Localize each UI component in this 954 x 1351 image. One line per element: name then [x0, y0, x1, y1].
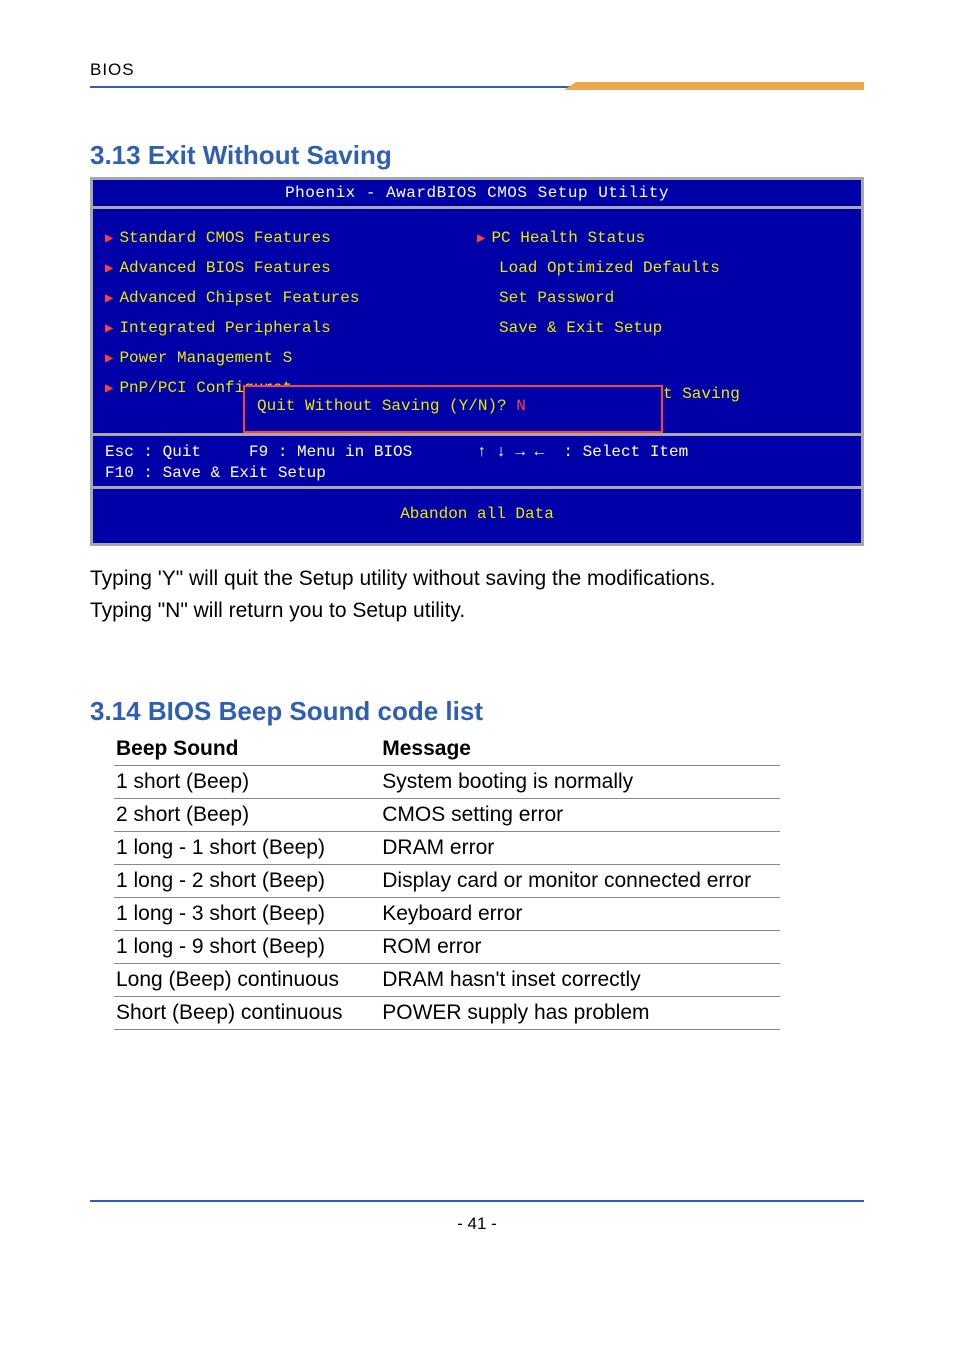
bios-main-menu: ▶ Standard CMOS Features ▶ Advanced BIOS F… [93, 206, 861, 433]
cell-msg: CMOS setting error [380, 799, 779, 832]
dialog-answer[interactable]: N [516, 397, 526, 415]
table-row: Short (Beep) continuousPOWER supply has … [114, 997, 780, 1030]
table-row: 1 long - 1 short (Beep)DRAM error [114, 832, 780, 865]
bios-item-set-password[interactable]: Set Password [477, 289, 849, 307]
cell-msg: Keyboard error [380, 898, 779, 931]
cell-sound: 1 long - 3 short (Beep) [114, 898, 380, 931]
bios-item-int-periph[interactable]: ▶ Integrated Peripherals [105, 319, 477, 337]
bios-right-column: ▶ PC Health Status Load Optimized Default… [477, 229, 849, 409]
cell-msg: Display card or monitor connected error [380, 865, 779, 898]
footer-rule [90, 1200, 864, 1202]
bios-item-label: Power Management S [119, 349, 292, 367]
table-header-row: Beep Sound Message [114, 733, 780, 766]
cell-msg: DRAM hasn't inset correctly [380, 964, 779, 997]
dialog-prompt: Quit Without Saving (Y/N)? [257, 397, 516, 415]
bios-left-column: ▶ Standard CMOS Features ▶ Advanced BIOS F… [105, 229, 477, 409]
page-header-label: BIOS [90, 60, 864, 80]
hint-line2: F10 : Save & Exit Setup [105, 464, 326, 482]
bios-item-load-defaults[interactable]: Load Optimized Defaults [477, 259, 849, 277]
bios-quit-dialog[interactable]: Quit Without Saving (Y/N)? N [243, 385, 663, 433]
bios-key-hints: Esc : Quit F9 : Menu in BIOS F10 : Save &… [93, 433, 861, 486]
bios-key-hints-right: ↑ ↓ → ← : Select Item [477, 442, 849, 484]
triangle-icon: ▶ [105, 380, 113, 397]
bios-item-save-exit[interactable]: Save & Exit Setup [477, 319, 849, 337]
triangle-icon: ▶ [105, 230, 113, 247]
col-beep-sound: Beep Sound [114, 733, 380, 766]
cell-msg: System booting is normally [380, 766, 779, 799]
triangle-icon: ▶ [105, 350, 113, 367]
page-number: - 41 - [90, 1214, 864, 1234]
body-text-y: Typing 'Y" will quit the Setup utility w… [90, 564, 864, 594]
cell-sound: Short (Beep) continuous [114, 997, 380, 1030]
bios-item-label: Advanced Chipset Features [119, 289, 359, 307]
table-row: 1 long - 9 short (Beep)ROM error [114, 931, 780, 964]
bios-item-label: Integrated Peripherals [119, 319, 330, 337]
bios-screenshot: Phoenix - AwardBIOS CMOS Setup Utility ▶… [90, 177, 864, 546]
triangle-icon: ▶ [477, 230, 485, 247]
body-text-n: Typing "N" will return you to Setup util… [90, 596, 864, 626]
bios-item-label: Advanced BIOS Features [119, 259, 330, 277]
header-rule-accent [564, 82, 864, 90]
section-heading-exit: 3.13 Exit Without Saving [90, 140, 864, 171]
table-row: 2 short (Beep)CMOS setting error [114, 799, 780, 832]
table-row: 1 long - 3 short (Beep)Keyboard error [114, 898, 780, 931]
triangle-icon: ▶ [105, 260, 113, 277]
cell-msg: DRAM error [380, 832, 779, 865]
cell-msg: POWER supply has problem [380, 997, 779, 1030]
bios-item-adv-bios[interactable]: ▶ Advanced BIOS Features [105, 259, 477, 277]
bios-title-bar: Phoenix - AwardBIOS CMOS Setup Utility [93, 180, 861, 206]
beep-code-table: Beep Sound Message 1 short (Beep)System … [114, 733, 780, 1030]
bios-item-label: Load Optimized Defaults [499, 259, 720, 277]
cell-sound: 1 long - 9 short (Beep) [114, 931, 380, 964]
cell-msg: ROM error [380, 931, 779, 964]
hint-select: ↑ ↓ → ← : Select Item [477, 443, 688, 461]
bios-item-label: Set Password [499, 289, 614, 307]
cell-sound: 1 long - 1 short (Beep) [114, 832, 380, 865]
bios-item-adv-chipset[interactable]: ▶ Advanced Chipset Features [105, 289, 477, 307]
section-heading-beep: 3.14 BIOS Beep Sound code list [90, 696, 864, 727]
bios-item-power-mgmt[interactable]: ▶ Power Management S [105, 349, 477, 367]
table-row: 1 long - 2 short (Beep)Display card or m… [114, 865, 780, 898]
table-row: 1 short (Beep)System booting is normally [114, 766, 780, 799]
cell-sound: 2 short (Beep) [114, 799, 380, 832]
bios-item-std-cmos[interactable]: ▶ Standard CMOS Features [105, 229, 477, 247]
bios-item-exit-no-save-fragment: t Saving [663, 385, 740, 403]
cell-sound: Long (Beep) continuous [114, 964, 380, 997]
hint-line1: Esc : Quit F9 : Menu in BIOS [105, 443, 412, 461]
bios-item-label: Save & Exit Setup [499, 319, 662, 337]
triangle-icon: ▶ [105, 290, 113, 307]
bios-item-pc-health[interactable]: ▶ PC Health Status [477, 229, 849, 247]
bios-item-label: PC Health Status [491, 229, 645, 247]
triangle-icon: ▶ [105, 320, 113, 337]
header-rule [90, 84, 864, 90]
bios-key-hints-left: Esc : Quit F9 : Menu in BIOS F10 : Save &… [105, 442, 477, 484]
bios-item-label: Standard CMOS Features [119, 229, 330, 247]
cell-sound: 1 long - 2 short (Beep) [114, 865, 380, 898]
table-row: Long (Beep) continuousDRAM hasn't inset … [114, 964, 780, 997]
bios-help-bar: Abandon all Data [93, 486, 861, 543]
cell-sound: 1 short (Beep) [114, 766, 380, 799]
col-message: Message [380, 733, 779, 766]
